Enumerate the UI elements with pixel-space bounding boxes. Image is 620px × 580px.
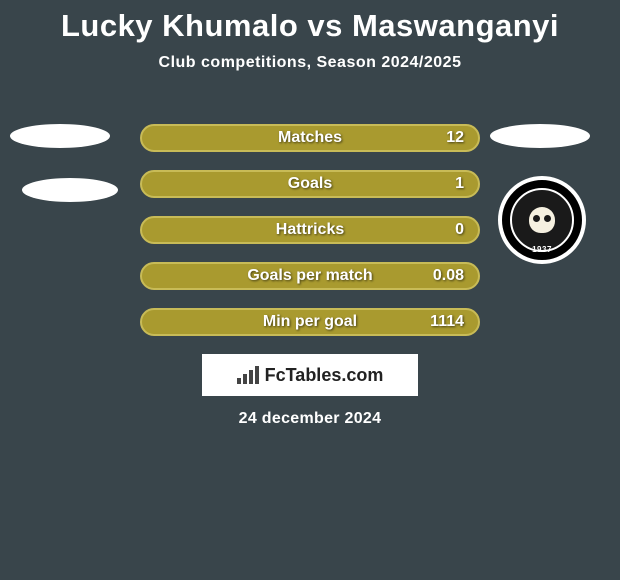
stat-row: Matches 12 — [140, 124, 480, 152]
page-subtitle: Club competitions, Season 2024/2025 — [0, 54, 620, 72]
orlando-pirates-badge: 1937 — [498, 176, 586, 264]
stat-label: Min per goal — [263, 313, 357, 331]
stat-bar: Goals 1 — [140, 170, 480, 198]
stat-value: 0 — [455, 221, 464, 239]
brand-logo: FcTables.com — [202, 354, 418, 396]
club-badge-placeholder — [490, 124, 590, 148]
stat-bar: Hattricks 0 — [140, 216, 480, 244]
stat-bar: Min per goal 1114 — [140, 308, 480, 336]
stat-value: 1114 — [430, 313, 464, 331]
date-label: 24 december 2024 — [239, 410, 382, 428]
page-title: Lucky Khumalo vs Maswanganyi — [0, 0, 620, 44]
skull-icon — [529, 207, 555, 233]
stat-row: Goals 1 — [140, 170, 480, 198]
stat-label: Goals — [288, 175, 332, 193]
stat-value: 12 — [446, 129, 464, 147]
stat-value: 0.08 — [433, 267, 464, 285]
stat-label: Goals per match — [247, 267, 372, 285]
stat-row: Goals per match 0.08 — [140, 262, 480, 290]
badge-year: 1937 — [532, 245, 552, 254]
stat-label: Hattricks — [276, 221, 344, 239]
stat-row: Hattricks 0 — [140, 216, 480, 244]
stat-bar: Matches 12 — [140, 124, 480, 152]
stat-bar: Goals per match 0.08 — [140, 262, 480, 290]
stat-label: Matches — [278, 129, 342, 147]
club-badge-placeholder — [10, 124, 110, 148]
bars-icon — [237, 366, 259, 384]
stat-value: 1 — [455, 175, 464, 193]
stat-row: Min per goal 1114 — [140, 308, 480, 336]
club-badge-placeholder — [22, 178, 118, 202]
brand-text: FcTables.com — [265, 365, 384, 386]
